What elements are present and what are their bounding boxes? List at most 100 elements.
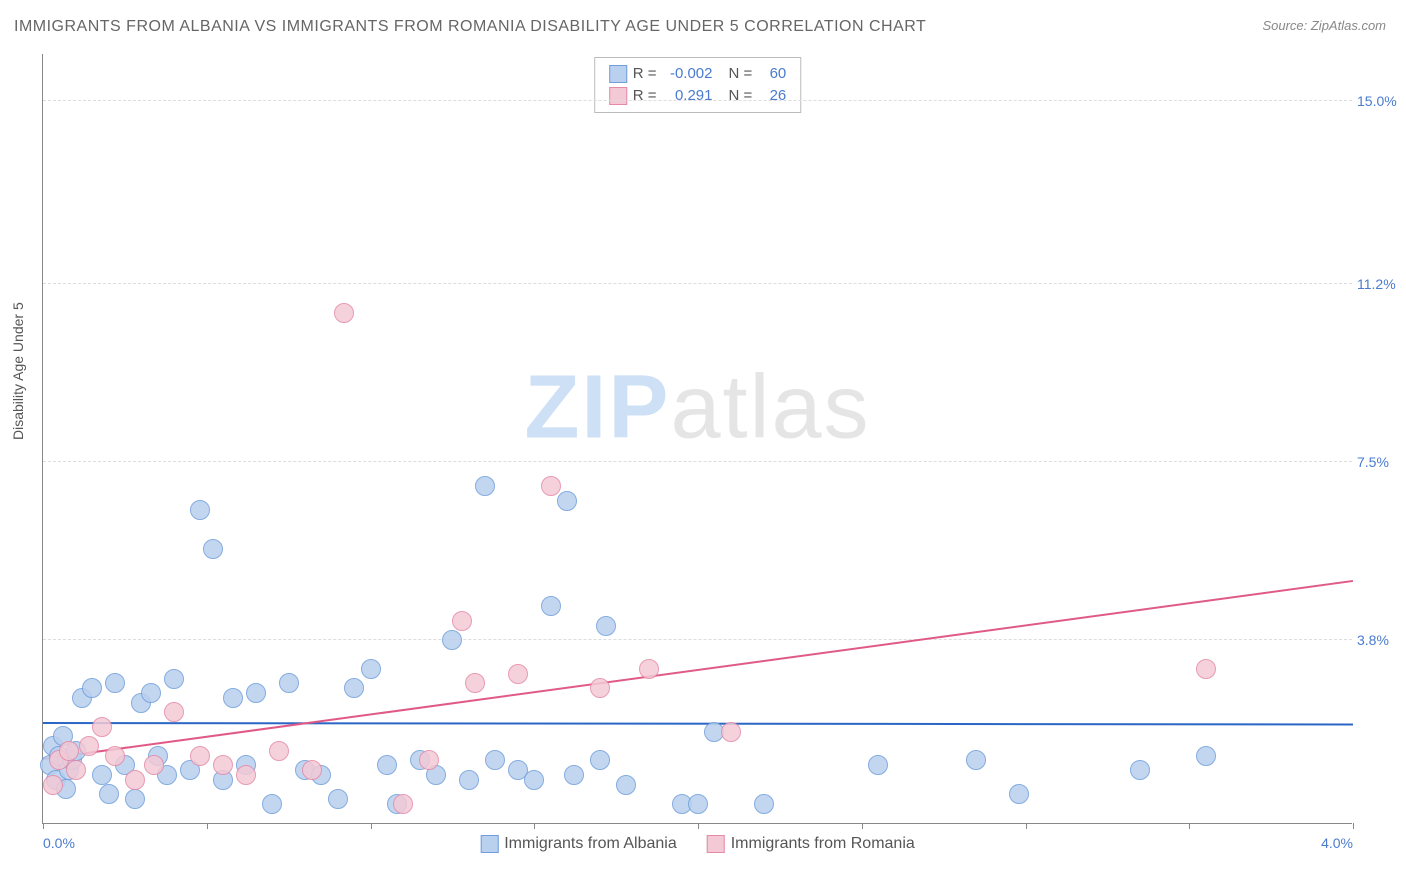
- data-point-romania: [236, 765, 256, 785]
- data-point-albania: [590, 750, 610, 770]
- data-point-romania: [269, 741, 289, 761]
- data-point-albania: [141, 683, 161, 703]
- x-tick: [698, 823, 699, 829]
- data-point-romania: [144, 755, 164, 775]
- data-point-albania: [1009, 784, 1029, 804]
- x-tick: [1353, 823, 1354, 829]
- legend-n-label: N =: [729, 85, 753, 107]
- x-tick-label: 4.0%: [1321, 835, 1353, 851]
- legend-swatch-icon: [707, 835, 725, 853]
- data-point-romania: [590, 678, 610, 698]
- y-tick-label: 11.2%: [1357, 276, 1406, 292]
- data-point-albania: [246, 683, 266, 703]
- data-point-romania: [190, 746, 210, 766]
- data-point-albania: [442, 630, 462, 650]
- data-point-romania: [43, 775, 63, 795]
- chart-title: IMMIGRANTS FROM ALBANIA VS IMMIGRANTS FR…: [14, 18, 926, 36]
- data-point-albania: [279, 673, 299, 693]
- data-point-albania: [328, 789, 348, 809]
- data-point-albania: [596, 616, 616, 636]
- data-point-romania: [92, 717, 112, 737]
- legend-item-albania: Immigrants from Albania: [480, 835, 677, 853]
- data-point-romania: [452, 611, 472, 631]
- chart-container: IMMIGRANTS FROM ALBANIA VS IMMIGRANTS FR…: [0, 0, 1406, 892]
- gridline: [43, 100, 1352, 101]
- legend-swatch-icon: [480, 835, 498, 853]
- data-point-albania: [82, 678, 102, 698]
- data-point-albania: [541, 596, 561, 616]
- data-point-romania: [1196, 659, 1216, 679]
- legend-n-value: 26: [758, 85, 786, 107]
- data-point-albania: [190, 500, 210, 520]
- data-point-albania: [203, 539, 223, 559]
- y-tick-label: 3.8%: [1357, 632, 1406, 648]
- x-tick-label: 0.0%: [43, 835, 75, 851]
- legend-r-value: 0.291: [663, 85, 713, 107]
- trend-line-albania: [43, 722, 1353, 725]
- y-axis-label: Disability Age Under 5: [10, 302, 26, 440]
- data-point-albania: [361, 659, 381, 679]
- data-point-albania: [557, 491, 577, 511]
- legend-n-value: 60: [758, 63, 786, 85]
- data-point-albania: [459, 770, 479, 790]
- gridline: [43, 461, 1352, 462]
- data-point-romania: [164, 702, 184, 722]
- data-point-romania: [465, 673, 485, 693]
- data-point-albania: [99, 784, 119, 804]
- watermark-bold: ZIP: [524, 357, 670, 457]
- data-point-romania: [508, 664, 528, 684]
- data-point-albania: [868, 755, 888, 775]
- data-point-romania: [59, 741, 79, 761]
- gridline: [43, 283, 1352, 284]
- data-point-albania: [524, 770, 544, 790]
- data-point-romania: [125, 770, 145, 790]
- data-point-romania: [721, 722, 741, 742]
- x-tick: [371, 823, 372, 829]
- data-point-albania: [1130, 760, 1150, 780]
- legend-swatch-icon: [609, 65, 627, 83]
- source-attribution: Source: ZipAtlas.com: [1262, 18, 1386, 33]
- x-tick: [207, 823, 208, 829]
- legend-row-romania: R = 0.291 N =26: [609, 85, 787, 107]
- data-point-romania: [302, 760, 322, 780]
- data-point-albania: [92, 765, 112, 785]
- data-point-romania: [541, 476, 561, 496]
- x-tick: [1026, 823, 1027, 829]
- watermark-rest: atlas: [670, 357, 870, 457]
- data-point-romania: [639, 659, 659, 679]
- data-point-albania: [966, 750, 986, 770]
- legend-row-albania: R = -0.002 N =60: [609, 63, 787, 85]
- legend-item-label: Immigrants from Albania: [504, 835, 677, 852]
- y-tick-label: 15.0%: [1357, 93, 1406, 109]
- data-point-albania: [262, 794, 282, 814]
- data-point-romania: [213, 755, 233, 775]
- series-legend: Immigrants from Albania Immigrants from R…: [480, 835, 915, 853]
- data-point-romania: [419, 750, 439, 770]
- legend-r-label: R =: [633, 85, 657, 107]
- data-point-albania: [754, 794, 774, 814]
- legend-r-label: R =: [633, 63, 657, 85]
- x-tick: [534, 823, 535, 829]
- legend-r-value: -0.002: [663, 63, 713, 85]
- data-point-albania: [164, 669, 184, 689]
- legend-item-label: Immigrants from Romania: [731, 835, 915, 852]
- x-tick: [862, 823, 863, 829]
- trend-line-romania: [43, 580, 1353, 760]
- data-point-romania: [79, 736, 99, 756]
- gridline: [43, 639, 1352, 640]
- data-point-albania: [105, 673, 125, 693]
- x-tick: [43, 823, 44, 829]
- y-tick-label: 7.5%: [1357, 454, 1406, 470]
- legend-item-romania: Immigrants from Romania: [707, 835, 915, 853]
- data-point-albania: [616, 775, 636, 795]
- plot-area: ZIPatlas R =-0.002N =60R =0.291N =26 Imm…: [42, 54, 1352, 824]
- data-point-albania: [223, 688, 243, 708]
- data-point-albania: [475, 476, 495, 496]
- data-point-albania: [485, 750, 505, 770]
- legend-swatch-icon: [609, 87, 627, 105]
- legend-n-label: N =: [729, 63, 753, 85]
- watermark: ZIPatlas: [524, 356, 870, 459]
- data-point-albania: [1196, 746, 1216, 766]
- data-point-albania: [564, 765, 584, 785]
- data-point-albania: [688, 794, 708, 814]
